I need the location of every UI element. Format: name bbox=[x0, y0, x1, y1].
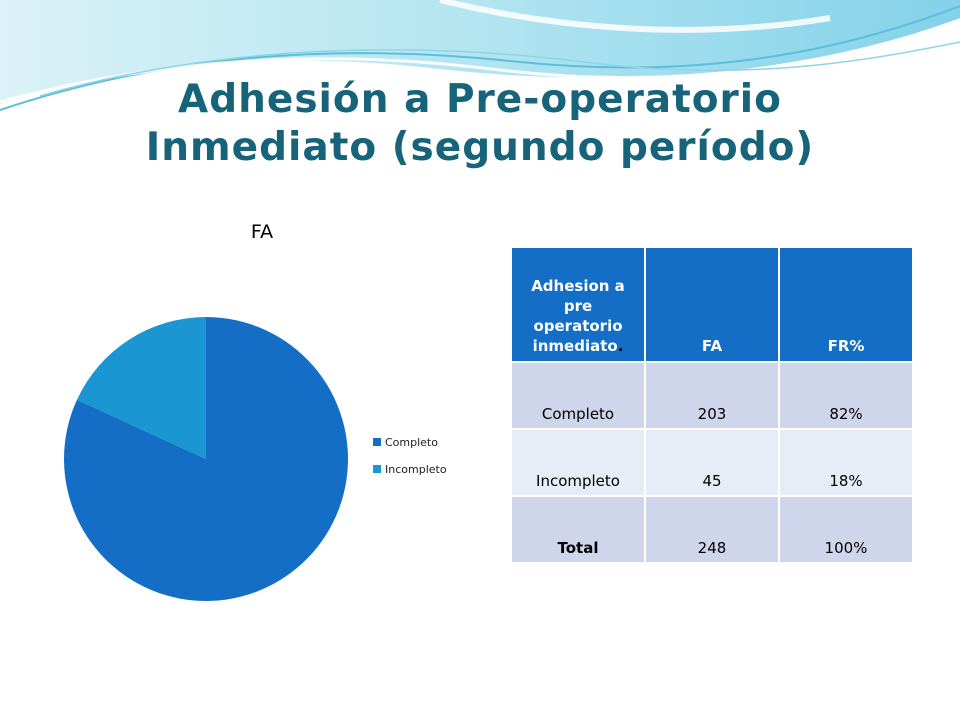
cell-fr: 18% bbox=[778, 428, 914, 497]
cell-fr: 82% bbox=[778, 361, 914, 430]
pie-slice-incompleto bbox=[76, 317, 206, 459]
table-header-row: Adhesion a pre operatorio inmediato. FA … bbox=[510, 246, 914, 363]
header-category: Adhesion a pre operatorio inmediato. bbox=[510, 246, 646, 363]
cell-total-fr: 100% bbox=[778, 495, 914, 564]
cell-total-label: Total bbox=[510, 495, 646, 564]
table-row: Completo 203 82% bbox=[510, 361, 914, 430]
cell-fa: 203 bbox=[644, 361, 780, 430]
legend-swatch-incompleto bbox=[373, 465, 381, 473]
title-line-2: Inmediato (segundo período) bbox=[145, 125, 815, 170]
cell-total-fa: 248 bbox=[644, 495, 780, 564]
header-wave-decoration bbox=[0, 0, 960, 111]
header-fr: FR% bbox=[778, 246, 914, 363]
pie-chart: FA Completo Incompleto bbox=[63, 221, 447, 601]
table-total-row: Total 248 100% bbox=[510, 495, 914, 564]
header-fa: FA bbox=[644, 246, 780, 363]
cell-fa: 45 bbox=[644, 428, 780, 497]
data-table: Adhesion a pre operatorio inmediato. FA … bbox=[510, 246, 914, 564]
cell-category: Incompleto bbox=[510, 428, 646, 497]
chart-legend: Completo Incompleto bbox=[373, 436, 447, 476]
table-row: Incompleto 45 18% bbox=[510, 428, 914, 497]
chart-title: FA bbox=[251, 221, 273, 243]
pie-slices bbox=[63, 317, 348, 601]
legend-swatch-completo bbox=[373, 438, 381, 446]
slide-title: Adhesión a Pre-operatorio Inmediato (seg… bbox=[80, 76, 880, 172]
pie-slice-completo bbox=[63, 317, 348, 601]
cell-category: Completo bbox=[510, 361, 646, 430]
title-line-1: Adhesión a Pre-operatorio bbox=[178, 77, 782, 122]
legend-label-incompleto: Incompleto bbox=[385, 463, 447, 476]
legend-label-completo: Completo bbox=[385, 436, 438, 449]
